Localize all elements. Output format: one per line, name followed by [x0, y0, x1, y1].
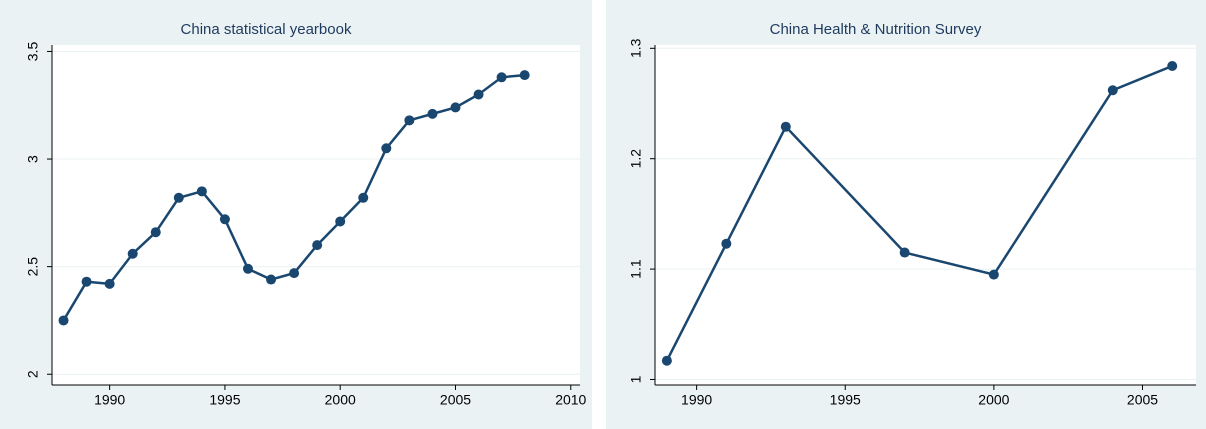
- point: [661, 355, 672, 366]
- x-tick-label: 1995: [830, 392, 861, 408]
- y-tick-label: 1: [628, 375, 644, 383]
- plot-area: [655, 45, 1196, 385]
- x-tick-label: 2005: [440, 392, 471, 408]
- point: [1167, 60, 1178, 71]
- point: [58, 315, 69, 326]
- chart-panel: China statistical yearbook 2 2.5 3 3.5 1990 19…: [0, 0, 592, 429]
- point: [312, 240, 323, 251]
- y-tick-label: 2: [25, 370, 41, 378]
- point: [427, 108, 438, 119]
- chart-title: China Health & Nutrition Survey: [770, 21, 982, 38]
- y-tick-label: 2.5: [25, 257, 41, 277]
- y-tick-label: 1.1: [628, 259, 644, 279]
- point: [219, 214, 230, 225]
- x-tick-label: 1995: [209, 392, 240, 408]
- point: [1107, 85, 1118, 96]
- x-tick-label: 1990: [681, 392, 712, 408]
- point: [381, 143, 392, 154]
- point: [173, 192, 184, 203]
- point: [450, 102, 461, 113]
- chart-panel: China Health & Nutrition Survey 1 1.1 1.2 1.…: [606, 0, 1206, 429]
- point: [81, 276, 92, 287]
- point: [404, 115, 415, 126]
- point: [519, 70, 530, 81]
- x-tick-label: 2000: [978, 392, 1009, 408]
- point: [335, 216, 346, 227]
- point: [358, 192, 369, 203]
- chart-title: China statistical yearbook: [181, 21, 352, 38]
- point: [721, 238, 732, 249]
- point: [780, 121, 791, 132]
- point: [473, 89, 484, 100]
- point: [266, 274, 277, 285]
- x-tick-label: 2000: [325, 392, 356, 408]
- y-tick-label: 3: [25, 155, 41, 163]
- point: [127, 248, 138, 259]
- y-tick-label: 1.3: [628, 38, 644, 58]
- x-tick-label: 2005: [1127, 392, 1158, 408]
- plot-area: [52, 45, 580, 385]
- point: [242, 263, 253, 274]
- point: [988, 269, 999, 280]
- point: [196, 186, 207, 197]
- point: [150, 227, 161, 238]
- point: [104, 278, 115, 289]
- point: [289, 268, 300, 279]
- point: [496, 72, 507, 83]
- y-tick-label: 1.2: [628, 149, 644, 169]
- point: [899, 247, 910, 258]
- x-tick-label: 2010: [555, 392, 586, 408]
- x-tick-label: 1990: [94, 392, 125, 408]
- y-tick-label: 3.5: [25, 42, 41, 62]
